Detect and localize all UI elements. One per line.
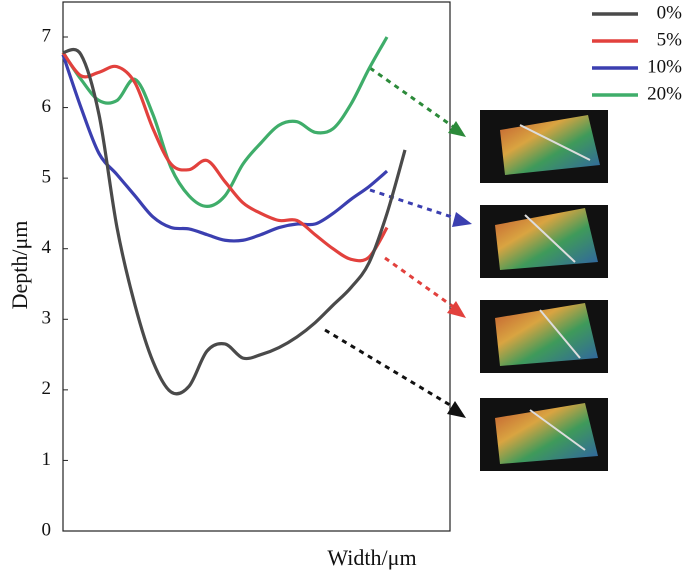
series-line (61, 54, 389, 243)
arrows (324, 66, 472, 418)
inset-image (480, 398, 608, 471)
y-tick-label: 5 (42, 167, 52, 188)
plot-frame (62, 1, 451, 532)
series-line (61, 51, 389, 263)
y-tick-label: 0 (42, 519, 52, 540)
legend-label: 20% (647, 83, 682, 104)
y-tick-label: 7 (42, 25, 52, 46)
inset-image (480, 110, 608, 183)
legend-label: 0% (657, 2, 683, 23)
series-line (61, 36, 389, 208)
legend-label: 10% (647, 56, 682, 77)
series-line (62, 47, 407, 396)
y-tick-label: 1 (42, 449, 52, 470)
legend-label: 5% (657, 29, 683, 50)
y-tick-label: 2 (42, 378, 52, 399)
inset-image (480, 205, 608, 278)
inset-image (480, 300, 608, 373)
y-tick-label: 3 (42, 308, 52, 329)
y-axis-label: Depth/μm (7, 221, 32, 310)
y-tick-label: 6 (42, 96, 52, 117)
y-tick-label: 4 (42, 237, 52, 258)
insets (480, 110, 608, 471)
x-axis-label: Width/μm (327, 545, 416, 570)
